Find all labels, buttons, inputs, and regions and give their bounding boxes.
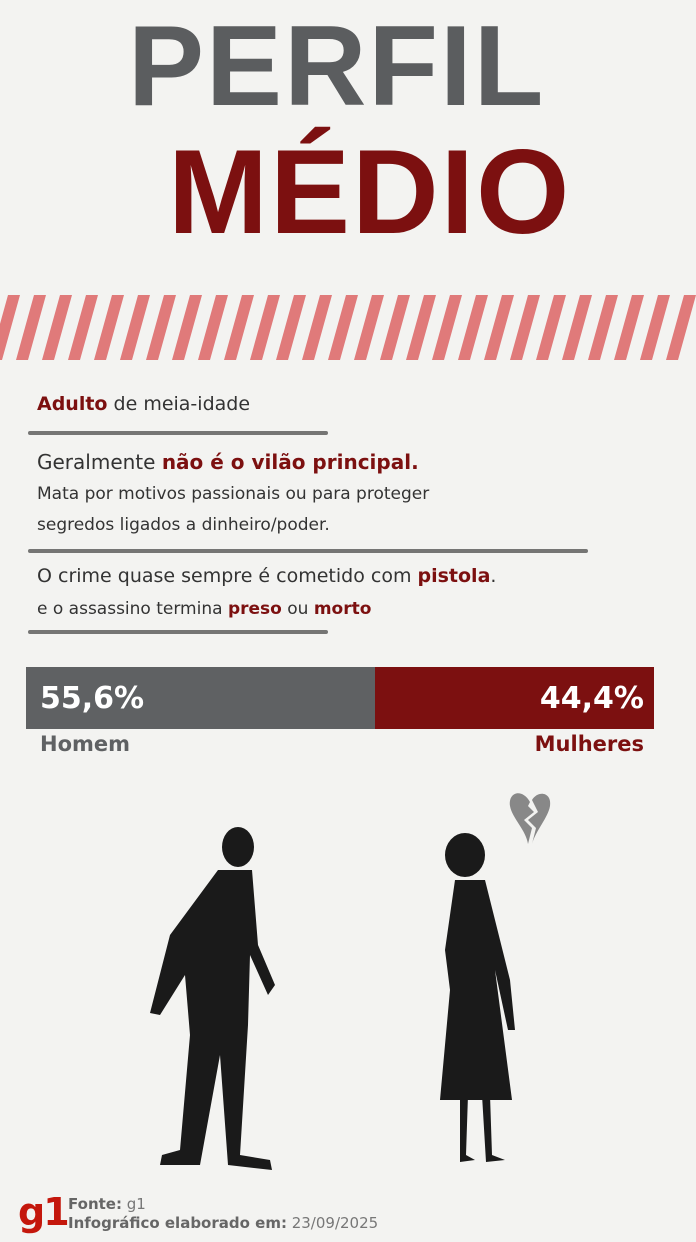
stripe xyxy=(198,295,228,360)
weapon-text: O crime quase sempre é cometido com pist… xyxy=(37,565,496,587)
weapon-prefix: O crime quase sempre é cometido com xyxy=(37,565,418,587)
bar-segment-homem: 55,6% xyxy=(26,667,376,729)
outcome-preso: preso xyxy=(227,599,282,619)
bar-segment-mulheres: 44,4% xyxy=(375,667,654,729)
weapon-suffix: . xyxy=(490,565,497,587)
outcome-text: e o assassino termina preso ou morto xyxy=(37,599,371,619)
stripe xyxy=(588,295,618,360)
outcome-prefix: e o assassino termina xyxy=(37,599,228,619)
stripe xyxy=(42,295,72,360)
date-value: 23/09/2025 xyxy=(286,1214,379,1232)
divider xyxy=(28,431,328,435)
outcome-morto: morto xyxy=(313,599,372,619)
title-medio: MÉDIO xyxy=(168,125,572,259)
role-prefix: Geralmente xyxy=(37,450,162,474)
motive-line1: Mata por motivos passionais ou para prot… xyxy=(37,484,430,504)
weapon-highlight: pistola xyxy=(417,565,491,587)
stripe xyxy=(458,295,488,360)
age-rest: de meia-idade xyxy=(107,393,251,415)
stripe xyxy=(68,295,98,360)
stripe xyxy=(172,295,202,360)
stripe xyxy=(380,295,410,360)
gender-bar: 55,6% 44,4% xyxy=(26,667,654,729)
g1-logo: g1 xyxy=(18,1190,70,1234)
source-line: Fonte: g1 xyxy=(68,1195,146,1213)
stripe xyxy=(510,295,540,360)
stripe xyxy=(432,295,462,360)
stripe xyxy=(250,295,280,360)
stripe xyxy=(0,295,20,360)
woman-silhouette xyxy=(440,833,515,1162)
stripe xyxy=(328,295,358,360)
source-value: g1 xyxy=(121,1195,146,1213)
divider xyxy=(28,549,588,553)
stripe xyxy=(146,295,176,360)
caution-stripes xyxy=(0,295,696,360)
stripe xyxy=(224,295,254,360)
role-highlight: não é o vilão principal. xyxy=(161,450,419,474)
source-label: Fonte: xyxy=(68,1195,122,1213)
stripe xyxy=(614,295,644,360)
age-text: Adulto de meia-idade xyxy=(37,393,250,415)
stripe xyxy=(120,295,150,360)
stripe xyxy=(302,295,332,360)
stripe xyxy=(484,295,514,360)
man-silhouette xyxy=(150,827,275,1170)
stripe xyxy=(16,295,46,360)
stripe xyxy=(354,295,384,360)
outcome-middle: ou xyxy=(281,599,314,619)
motive-line2: segredos ligados a dinheiro/poder. xyxy=(37,515,330,535)
category-label-mulheres: Mulheres xyxy=(534,732,644,756)
title-perfil: PERFIL xyxy=(128,3,546,130)
value-label-homem: 55,6% xyxy=(40,680,145,716)
value-label-mulheres: 44,4% xyxy=(539,680,644,716)
stripe xyxy=(406,295,436,360)
date-label: Infográfico elaborado em: xyxy=(68,1214,287,1232)
stripe xyxy=(640,295,670,360)
role-text: Geralmente não é o vilão principal. xyxy=(37,450,419,474)
stripe xyxy=(562,295,592,360)
stripe xyxy=(666,295,696,360)
divider xyxy=(28,630,328,634)
broken-heart-icon xyxy=(509,793,551,844)
category-label-homem: Homem xyxy=(40,732,131,756)
stripe xyxy=(536,295,566,360)
stripe xyxy=(94,295,124,360)
stripe xyxy=(276,295,306,360)
age-highlight: Adulto xyxy=(37,393,108,415)
date-line: Infográfico elaborado em: 23/09/2025 xyxy=(68,1214,378,1232)
